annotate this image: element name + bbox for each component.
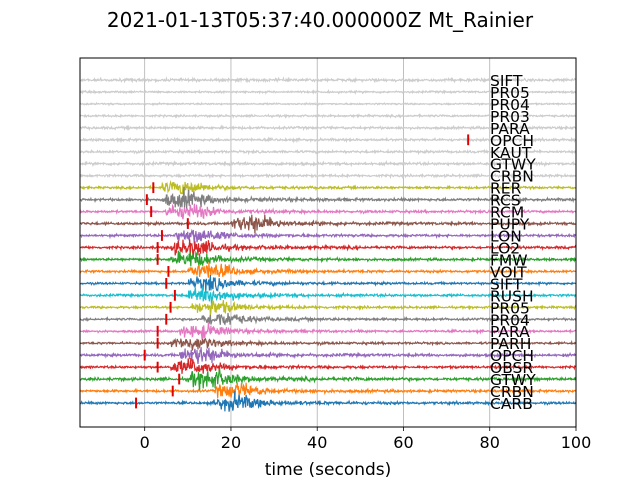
station-label: PR04 — [490, 311, 530, 329]
trace-line — [80, 312, 576, 326]
trace-line — [80, 239, 576, 259]
x-tick-label: 60 — [393, 433, 413, 452]
trace-line — [80, 172, 576, 180]
trace-line — [80, 347, 576, 365]
station-label: LO2 — [490, 239, 520, 257]
station-label: CRBN — [490, 383, 534, 401]
trace-line — [80, 214, 576, 234]
trace-line — [80, 322, 576, 340]
trace-line — [80, 286, 576, 305]
station-label: SIFT — [490, 275, 523, 293]
station-label: GTWY — [490, 156, 536, 174]
station-label: CARB — [490, 395, 533, 413]
station-label: OPCH — [490, 347, 534, 365]
station-label: PR05 — [490, 299, 530, 317]
trace-line — [80, 274, 576, 294]
station-label: VOIT — [490, 263, 527, 281]
station-label: SIFT — [490, 72, 523, 90]
trace-line — [80, 88, 576, 95]
station-label: PUPY — [490, 216, 530, 234]
x-tick-label: 80 — [480, 433, 500, 452]
station-labels-layer: SIFTPR05PR04PR03PARAOPCHKAUTGTWYCRBNRERR… — [490, 72, 536, 413]
trace-line — [80, 390, 576, 412]
traces-layer — [80, 76, 576, 412]
trace-line — [80, 179, 576, 195]
station-label: PR05 — [490, 84, 530, 102]
trace-line — [80, 76, 576, 84]
trace-line — [80, 262, 576, 278]
plot-frame — [79, 57, 577, 428]
station-label: PR04 — [490, 96, 530, 114]
x-tick-label: 100 — [561, 433, 592, 452]
x-tick-label: 0 — [140, 433, 150, 452]
station-label: KAUT — [490, 144, 532, 162]
station-label: PARA — [490, 323, 530, 341]
x-tick-label: 40 — [307, 433, 327, 452]
station-label: PARA — [490, 120, 530, 138]
station-label: CRBN — [490, 168, 534, 186]
x-axis-label: time (seconds) — [265, 460, 392, 480]
trace-line — [80, 299, 576, 316]
chart-title: 2021-01-13T05:37:40.000000Z Mt_Rainier — [107, 8, 534, 32]
station-label: OPCH — [490, 132, 534, 150]
trace-line — [80, 112, 576, 119]
station-label: RER — [490, 180, 522, 198]
trace-line — [80, 148, 576, 156]
station-label: PARH — [490, 335, 531, 353]
x-axis-ticks: 0 20 40 60 80 100 — [140, 427, 592, 452]
trace-line — [80, 382, 576, 398]
picks-layer — [135, 134, 470, 409]
trace-line — [80, 186, 576, 209]
station-label: RCS — [490, 192, 521, 210]
trace-line — [80, 203, 576, 220]
x-tick-label: 20 — [221, 433, 241, 452]
station-label: OBSR — [490, 359, 533, 377]
trace-line — [80, 358, 576, 374]
station-label: PR03 — [490, 108, 530, 126]
trace-line — [80, 250, 576, 269]
trace-line — [80, 136, 576, 144]
trace-line — [80, 159, 576, 168]
trace-line — [80, 124, 576, 132]
station-label: FMW — [490, 251, 528, 269]
trace-line — [80, 367, 576, 392]
trace-line — [80, 101, 576, 107]
station-label: RCM — [490, 204, 524, 222]
station-label: GTWY — [490, 371, 536, 389]
station-label: RUSH — [490, 287, 534, 305]
trace-line — [80, 337, 576, 351]
station-label: LON — [490, 228, 522, 246]
